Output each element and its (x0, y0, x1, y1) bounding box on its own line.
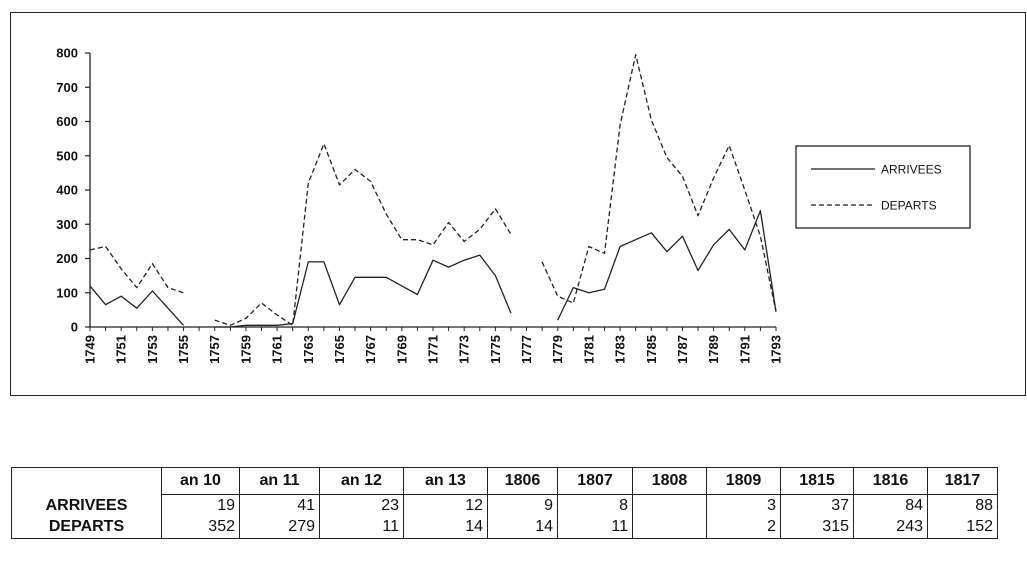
x-tick-label: 1755 (176, 335, 191, 364)
series-line-departs (541, 54, 777, 312)
table-cell (632, 516, 707, 539)
chart-frame: 0 100 200 300 400 500 600 700 800 1749 1751 1753 175… (10, 12, 1026, 396)
legend-label-departs: DEPARTS (881, 199, 937, 213)
table-column-header: 1806 (487, 467, 558, 495)
series-line-departs (89, 245, 184, 294)
series-line-arrivees (214, 254, 512, 328)
table-cell: 12 (403, 494, 488, 517)
table-column-header: an 13 (403, 467, 488, 495)
series-line-arrivees (557, 209, 777, 321)
table-cell: 84 (853, 494, 928, 517)
y-tick-label: 300 (56, 217, 78, 232)
table-cell: 14 (487, 516, 558, 539)
x-tick-label: 1761 (270, 335, 285, 364)
legend-box (795, 145, 971, 229)
table-row: DEPARTS 352 279 11 14 14 11 2 315 243 152 (11, 516, 998, 539)
table-row-label: ARRIVEES (11, 494, 162, 517)
table-column-header: 1817 (927, 467, 998, 495)
series-line-departs (214, 143, 512, 326)
table-cell: 3 (706, 494, 781, 517)
table-cell: 23 (319, 494, 404, 517)
x-tick-label: 1759 (238, 335, 253, 364)
x-tick-label: 1757 (207, 335, 222, 364)
x-tick-label: 1753 (145, 335, 160, 364)
table-cell: 243 (853, 516, 928, 539)
x-tick-label: 1785 (644, 335, 659, 364)
y-tick-label: 0 (71, 320, 78, 335)
table-row: ARRIVEES 19 41 23 12 9 8 3 37 84 88 (11, 494, 998, 517)
table-cell: 14 (403, 516, 488, 539)
x-tick-label: 1783 (613, 335, 628, 364)
x-tick-label: 1749 (83, 335, 98, 364)
table-cell: 315 (780, 516, 854, 539)
table-column-header: an 11 (239, 467, 320, 495)
x-tick-label: 1769 (394, 335, 409, 364)
table-cell (632, 494, 707, 517)
table-cell: 11 (557, 516, 633, 539)
y-tick-label: 400 (56, 183, 78, 198)
x-tick-label: 1773 (457, 335, 472, 364)
y-tick-label: 200 (56, 251, 78, 266)
y-tick-label: 100 (56, 285, 78, 300)
series-line-arrivees (89, 285, 184, 326)
line-chart: 0 100 200 300 400 500 600 700 800 1749 1751 1753 175… (56, 46, 971, 364)
table-cell: 19 (161, 494, 240, 517)
x-tick-label: 1771 (426, 335, 441, 364)
table-column-header: 1815 (780, 467, 854, 495)
x-tick-label: 1793 (769, 335, 784, 364)
x-tick-label: 1751 (114, 335, 129, 364)
table-column-header: 1809 (706, 467, 781, 495)
table-row-label: DEPARTS (11, 516, 162, 539)
x-tick-label: 1763 (301, 335, 316, 364)
table-cell: 8 (557, 494, 633, 517)
x-tick-label: 1789 (706, 335, 721, 364)
table-cell: 279 (239, 516, 320, 539)
table-cell: 2 (706, 516, 781, 539)
table-column-header: 1816 (853, 467, 928, 495)
table-column-header: 1808 (632, 467, 707, 495)
table-corner-cell (11, 467, 162, 495)
table-cell: 11 (319, 516, 404, 539)
x-tick-label: 1767 (363, 335, 378, 364)
x-tick-label: 1777 (519, 335, 534, 364)
y-tick-label: 500 (56, 148, 78, 163)
table-cell: 41 (239, 494, 320, 517)
table-column-header: an 10 (161, 467, 240, 495)
table-cell: 37 (780, 494, 854, 517)
x-tick-label: 1787 (675, 335, 690, 364)
table-body: an 10 an 11 an 12 an 13 1806 1807 1808 1809 1815… (11, 467, 998, 539)
table-header-row: an 10 an 11 an 12 an 13 1806 1807 1808 1809 1815… (11, 467, 998, 495)
table-cell: 88 (927, 494, 998, 517)
table-cell: 9 (487, 494, 558, 517)
data-table: an 10 an 11 an 12 an 13 1806 1807 1808 1809 1815… (11, 467, 998, 539)
x-tick-label: 1781 (581, 335, 596, 364)
x-tick-label: 1779 (550, 335, 565, 364)
x-tick-label: 1791 (737, 335, 752, 364)
table-cell: 152 (927, 516, 998, 539)
legend-label-arrivees: ARRIVEES (881, 163, 942, 177)
x-tick-label: 1765 (332, 335, 347, 364)
table-cell: 352 (161, 516, 240, 539)
y-tick-label: 700 (56, 80, 78, 95)
y-tick-label: 600 (56, 114, 78, 129)
x-tick-label: 1775 (488, 335, 503, 364)
table-column-header: an 12 (319, 467, 404, 495)
y-tick-label: 800 (56, 46, 78, 61)
table-column-header: 1807 (557, 467, 633, 495)
